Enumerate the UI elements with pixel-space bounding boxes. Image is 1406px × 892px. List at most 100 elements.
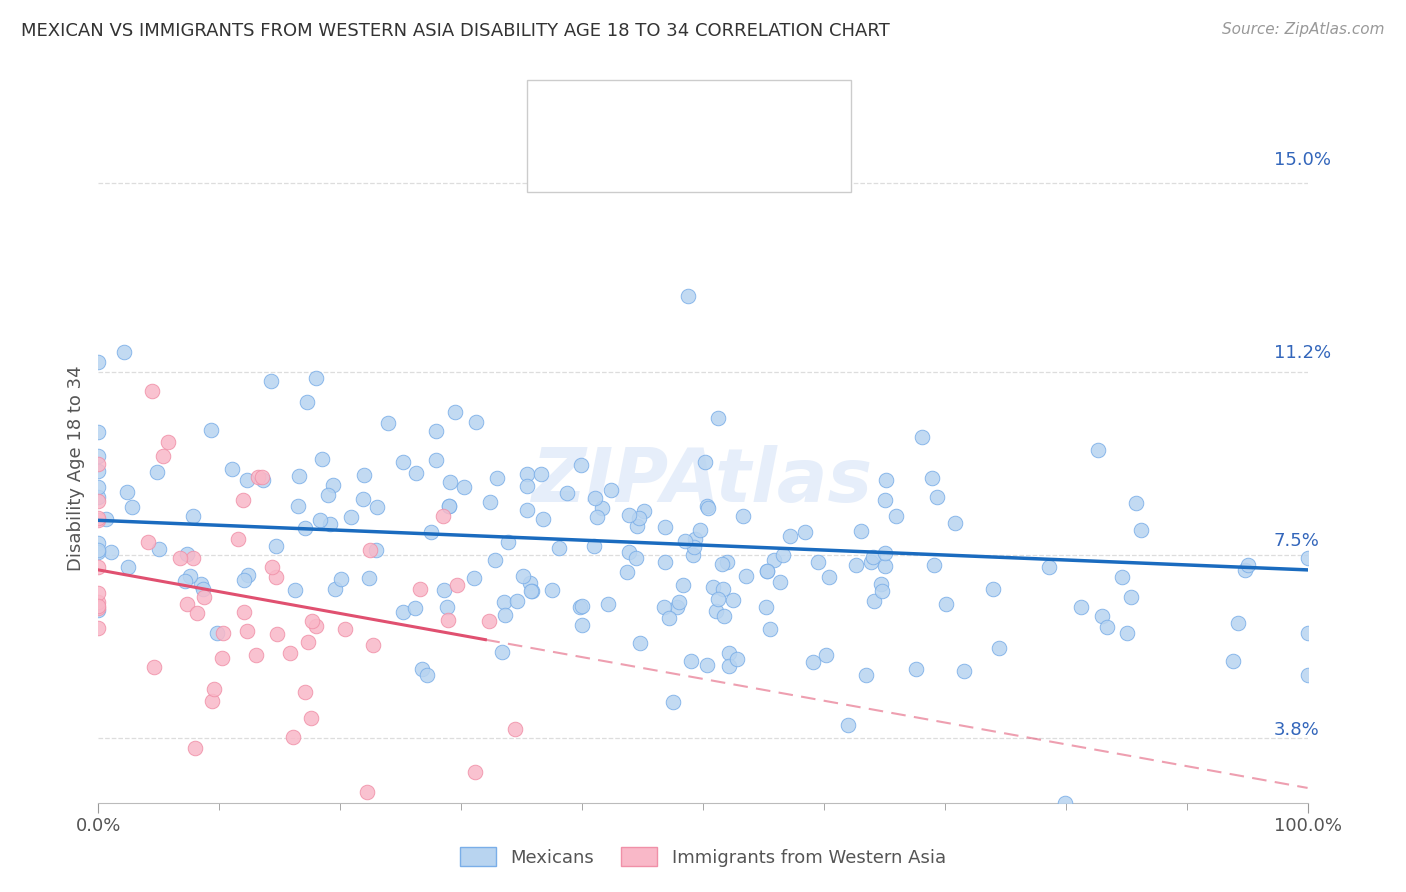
Point [936,500,959,514]
Point [870,563,893,577]
Point [643,529,665,543]
Point [643,491,665,505]
Point [299,552,322,566]
Point [426,397,449,411]
Point [839,706,862,721]
Point [502,556,524,570]
Point [191,544,214,558]
Point [384,558,406,572]
Point [657,488,679,502]
Point [176,530,198,544]
Point [641,549,664,564]
Point [675,503,697,517]
Point [342,568,364,582]
Point [574,568,596,582]
Point [353,621,375,635]
Point [267,682,290,697]
Point [612,523,634,537]
Point [848,542,870,557]
Point [314,455,336,469]
Point [165,334,187,348]
Point [702,516,724,530]
Point [600,585,623,599]
Point [479,599,502,613]
Point [1254,656,1277,670]
Point [727,542,749,557]
Point [624,582,647,597]
Point [503,755,526,769]
Point [477,569,499,583]
Point [675,540,697,554]
Point [242,558,264,573]
Point [165,589,187,603]
Point [626,465,648,479]
Point [976,628,998,642]
Point [524,454,547,468]
Point [494,462,516,476]
Point [907,410,929,425]
Point [450,587,472,601]
Point [165,581,187,595]
Point [360,351,382,365]
Point [516,599,538,614]
Point [259,575,281,590]
Text: ZIPAtlas: ZIPAtlas [550,427,891,500]
Point [245,531,267,545]
Point [353,376,375,390]
Point [856,655,879,669]
Point [531,594,554,608]
Point [769,608,792,623]
Point [1099,479,1122,493]
Point [863,580,886,594]
Point [579,524,602,539]
Point [713,482,735,496]
Point [873,543,896,558]
Point [277,612,299,626]
Point [450,448,472,462]
Point [779,560,801,574]
Point [165,587,187,601]
Point [165,584,187,599]
Point [813,540,835,554]
Point [682,683,704,698]
Point [299,610,322,624]
Point [344,482,367,496]
Point [165,430,187,444]
Point [1091,612,1114,626]
Text: R = -0.358   N = 197: R = -0.358 N = 197 [596,104,800,122]
Point [392,494,415,508]
Point [928,582,950,597]
Point [409,527,432,541]
Point [165,572,187,586]
Point [564,449,586,463]
Point [309,452,332,467]
Point [551,462,574,476]
Point [325,524,347,538]
Point [766,549,789,563]
Point [554,569,576,583]
Point [486,385,509,400]
Point [337,633,360,648]
Point [711,437,734,451]
Point [250,535,273,549]
Point [165,439,187,453]
Point [718,566,741,580]
Point [165,529,187,543]
Point [165,462,187,476]
Point [165,520,187,534]
Point [527,632,550,646]
Point [565,496,588,510]
Point [714,483,737,498]
Point [371,471,394,485]
Point [214,364,236,378]
Point [284,443,307,458]
Point [387,608,409,623]
Point [723,578,745,592]
Point [862,534,884,549]
Point [522,538,544,552]
Point [488,563,510,577]
Point [700,533,723,547]
Point [481,483,503,497]
Point [209,519,232,533]
Point [723,392,745,406]
